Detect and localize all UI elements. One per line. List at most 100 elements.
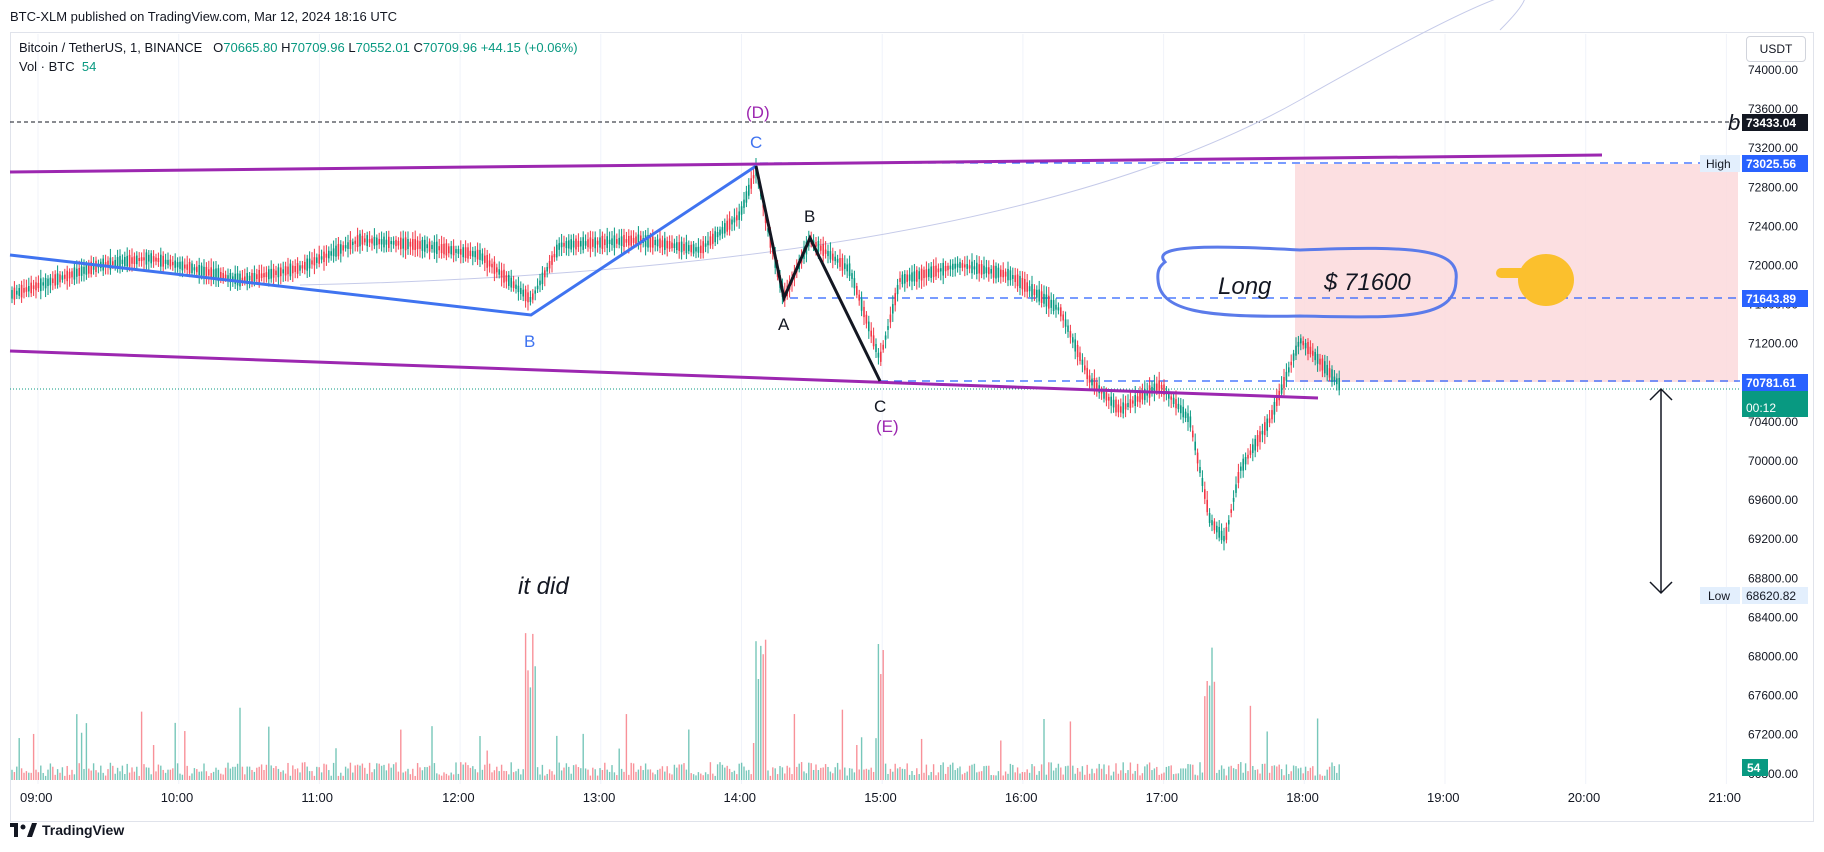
candle-body	[697, 246, 700, 253]
wave-line-black[interactable]	[754, 165, 882, 382]
range-arrow[interactable]	[1649, 387, 1673, 595]
volume-bar	[145, 767, 148, 780]
long-ellipse[interactable]	[1156, 245, 1458, 319]
volume-bar	[1007, 773, 1009, 780]
volume-bar	[455, 762, 457, 780]
candle-body	[1175, 399, 1177, 409]
candle-body	[1273, 401, 1276, 415]
candle-body	[997, 267, 1000, 278]
label-long[interactable]: Long	[1218, 273, 1272, 300]
candle-body	[157, 258, 160, 263]
candle-body	[913, 271, 916, 282]
label-wave-c-black[interactable]: C	[874, 397, 886, 416]
volume-bar	[426, 767, 428, 780]
candle-body	[503, 269, 505, 283]
volume-bar	[740, 762, 743, 780]
volume-bar	[304, 762, 306, 780]
candle-body	[546, 267, 548, 272]
volume-bar	[743, 766, 745, 780]
candle-body	[61, 275, 64, 280]
candle-body	[966, 263, 968, 269]
candle-body	[1206, 499, 1208, 513]
volume-bar	[652, 772, 654, 780]
volume-bar	[673, 764, 676, 780]
volume-bar	[1326, 769, 1328, 780]
volume-bar	[736, 774, 738, 780]
candle-body	[1007, 268, 1009, 281]
volume-bar	[1314, 775, 1316, 780]
volume-bar	[1151, 770, 1153, 780]
label-it-did[interactable]: it did	[518, 573, 569, 600]
candle-body	[671, 242, 673, 249]
volume-bar	[700, 773, 702, 780]
volume-bar	[275, 766, 277, 780]
currency-button[interactable]: USDT	[1746, 36, 1806, 62]
candle-body	[1069, 331, 1072, 338]
volume-bar	[738, 763, 740, 780]
candle-body	[215, 268, 217, 280]
candle-body	[613, 235, 616, 248]
label-wave-a-black[interactable]: A	[778, 315, 790, 334]
candle-body	[476, 249, 479, 260]
candle-body	[954, 263, 956, 269]
volume-bar	[366, 773, 368, 780]
candle-body	[937, 268, 940, 273]
volume-bar	[460, 762, 462, 780]
volume-bar	[964, 772, 966, 780]
label-long-price[interactable]: $ 71600	[1323, 269, 1411, 296]
time-axis[interactable]: 09:00 10:00 11:00 12:00 13:00 14:00 15:00 16:00…	[20, 790, 1741, 805]
label-wave-d[interactable]: (D)	[746, 103, 770, 122]
volume-bar	[618, 748, 620, 780]
volume-bar	[935, 775, 937, 780]
volume-bar	[748, 769, 750, 780]
volume-bar	[697, 772, 700, 780]
volume-bar	[167, 769, 169, 780]
volume-bar	[733, 770, 736, 780]
volume-bar	[925, 764, 928, 780]
volume-bar	[191, 773, 193, 780]
candle-body	[700, 245, 702, 253]
candle-body	[1276, 397, 1278, 407]
volume-bar	[472, 766, 474, 780]
volume-bar	[973, 763, 976, 780]
candle-body	[868, 321, 870, 332]
candle-body	[467, 247, 469, 259]
candle-body	[380, 239, 383, 245]
price-axis[interactable]: 74000.00 73600.00 73200.00 72800.00 72400.00…	[1748, 63, 1798, 781]
candle-body	[563, 242, 565, 247]
fib-arc[interactable]	[299, 0, 1525, 286]
candle-body	[1096, 382, 1098, 392]
label-wave-c-blue[interactable]: C	[750, 133, 762, 152]
volume-bar	[1247, 771, 1249, 780]
tradingview-logo[interactable]: TradingView	[10, 822, 124, 838]
symbol-name[interactable]: Bitcoin / TetherUS, 1, BINANCE	[19, 40, 203, 55]
high-label: H	[281, 40, 291, 55]
label-wave-e[interactable]: (E)	[876, 417, 899, 436]
label-wave-b-black[interactable]: B	[804, 207, 815, 226]
volume-bar	[169, 769, 172, 780]
volume-legend[interactable]: Vol · BTC 54	[19, 59, 96, 74]
candle-body	[589, 237, 592, 249]
candle-body	[884, 335, 887, 340]
volume-bar	[467, 765, 469, 780]
volume-bar	[1148, 762, 1151, 780]
symbol-legend[interactable]: Bitcoin / TetherUS, 1, BINANCE O70665.80…	[19, 40, 578, 55]
volume-bar	[1328, 766, 1331, 780]
triangle-lower-line[interactable]	[9, 349, 1319, 400]
label-wave-b-blue[interactable]: B	[524, 332, 535, 351]
volume-bar	[726, 765, 728, 780]
candle-body	[138, 258, 140, 262]
wave-line-blue[interactable]	[9, 164, 757, 317]
candle-body	[908, 274, 911, 281]
volume-bar	[136, 766, 138, 780]
triangle-upper-line[interactable]	[9, 153, 1603, 174]
candle-body	[565, 241, 568, 249]
candle-body	[1055, 304, 1057, 310]
volume-bar	[1112, 771, 1115, 780]
candle-body	[251, 272, 253, 283]
volume-bar	[1232, 768, 1235, 780]
volume-bar	[1127, 770, 1129, 780]
candle-body	[1127, 402, 1129, 408]
volume-bar	[172, 768, 174, 780]
